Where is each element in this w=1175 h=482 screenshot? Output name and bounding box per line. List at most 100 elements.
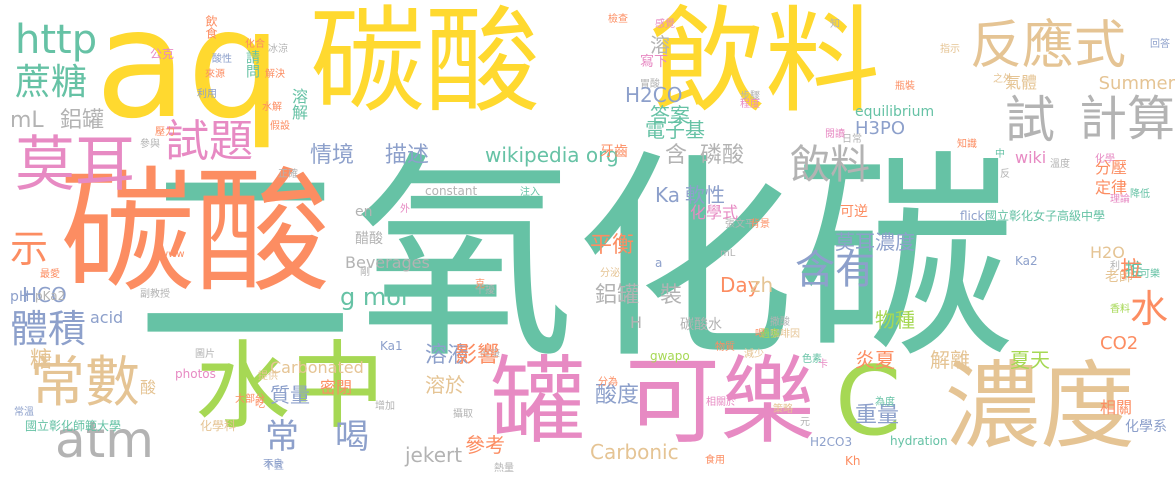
cloud-word: Carbonic <box>590 440 679 464</box>
cloud-word: 答案 <box>650 103 690 127</box>
cloud-word: 計算 <box>1078 91 1175 147</box>
cloud-word: CO2 <box>1100 333 1139 354</box>
cloud-word: 酸度 <box>595 383 640 408</box>
cloud-word: mL <box>10 108 44 133</box>
cloud-word: 反 <box>1000 169 1010 180</box>
cloud-word: wikipedia org <box>485 143 619 167</box>
cloud-word: H2CO <box>625 83 683 107</box>
cloud-word: 健康 <box>480 349 500 360</box>
cloud-word: H <box>630 313 643 332</box>
cloud-word: 公克 <box>150 47 175 61</box>
cloud-word: 撒酸 <box>770 317 790 328</box>
cloud-word: 拉 <box>1120 258 1143 283</box>
cloud-word: 磷酸 <box>700 143 745 168</box>
cloud-word: 回答 <box>1150 39 1170 50</box>
cloud-word: 裝 <box>660 283 683 308</box>
cloud-word: 溶 <box>650 33 670 57</box>
cloud-word: 吃 <box>255 399 265 410</box>
cloud-word: 莫耳濃度 <box>835 230 915 254</box>
cloud-word: 中 <box>995 149 1005 160</box>
cloud-word: 步驟 <box>740 91 760 102</box>
cloud-word: 可逆 <box>840 204 868 220</box>
cloud-word: 瓶裝 <box>895 81 915 92</box>
cloud-word: H2CO3 <box>810 435 853 449</box>
cloud-word: 物質 <box>715 342 735 353</box>
cloud-word: 為度 <box>875 397 895 408</box>
cloud-word: 溶解 <box>289 88 308 120</box>
cloud-word: Day <box>720 273 760 297</box>
cloud-word: 分壓 <box>1095 158 1128 177</box>
cloud-word: 酸 <box>140 378 157 397</box>
cloud-word: 罐 <box>490 347 586 457</box>
cloud-word: 之外 <box>993 74 1013 85</box>
cloud-word: 推 <box>1125 260 1143 281</box>
cloud-word: 注入 <box>520 187 540 198</box>
cloud-word: 水解 <box>262 102 282 113</box>
cloud-word: 攝取 <box>453 409 473 420</box>
cloud-word: 軟性 <box>685 183 725 207</box>
cloud-word: 熱量 <box>494 463 514 474</box>
cloud-word: 最愛 <box>40 269 60 280</box>
cloud-word: gwapo <box>650 349 690 363</box>
cloud-word: a <box>655 256 663 270</box>
cloud-word: 化合 <box>245 39 265 50</box>
cloud-word: equilibrium <box>855 104 935 120</box>
cloud-word: 化學科 <box>200 419 237 433</box>
cloud-word: C <box>835 347 902 457</box>
cloud-word: 示 <box>10 227 49 271</box>
cloud-word: pKa2 <box>35 289 66 303</box>
cloud-word: www <box>160 249 185 260</box>
cloud-word: 大部分 <box>235 394 265 405</box>
cloud-word: 壓力 <box>155 127 175 138</box>
cloud-word: 可樂 <box>625 347 816 457</box>
cloud-word: 含 <box>665 143 688 168</box>
cloud-word: 水中 <box>195 332 386 442</box>
cloud-word: 參與 <box>140 139 160 150</box>
cloud-word: 化學系 <box>1125 419 1167 435</box>
cloud-word: 寫下 <box>640 54 668 70</box>
cloud-word: 相關 <box>1100 398 1133 417</box>
cloud-word: 醋酸 <box>355 231 383 247</box>
cloud-word: 卡 <box>818 359 828 370</box>
cloud-word: 體積 <box>10 307 87 351</box>
cloud-word: 影響 <box>455 343 500 368</box>
cloud-word: 常溫 <box>14 407 34 418</box>
cloud-word: 降低 <box>1130 189 1150 200</box>
cloud-word: g mol <box>340 283 408 311</box>
cloud-word: 飲料 <box>650 0 881 129</box>
cloud-word: 檢查 <box>608 14 628 25</box>
cloud-word: 剛 <box>360 267 370 278</box>
cloud-word: 鋁罐 <box>60 108 105 133</box>
cloud-word: photos <box>175 367 216 381</box>
cloud-word: 圖片 <box>195 349 215 360</box>
cloud-word: 咖啡因 <box>770 329 800 340</box>
cloud-word: 張文平 <box>725 219 755 230</box>
cloud-word: 減少 <box>744 349 764 360</box>
cloud-word: jekert <box>405 443 463 467</box>
cloud-word: 密閉 <box>320 378 353 397</box>
cloud-word: 閱讀 <box>825 129 845 140</box>
cloud-word: 溶於 <box>425 373 465 397</box>
cloud-word: 反應式 <box>970 16 1127 76</box>
cloud-word: 酸性 <box>212 54 232 65</box>
cloud-word: 化學 <box>1095 154 1115 165</box>
cloud-word: 知識 <box>957 139 977 150</box>
cloud-word: 分為 <box>598 377 618 388</box>
cloud-word: 物種 <box>875 308 915 332</box>
cloud-word: 背景 <box>750 219 770 230</box>
cloud-word: Ka1 <box>380 339 403 353</box>
cloud-word: mL <box>720 248 736 259</box>
cloud-word: 二氧化碳 <box>135 132 1016 388</box>
cloud-word: 國立彰化女子高級中學 <box>985 209 1106 223</box>
cloud-word: 程度 <box>740 99 760 110</box>
cloud-word: constant <box>425 184 478 198</box>
cloud-word: Ka2 <box>1015 254 1038 268</box>
cloud-word: 感覺 <box>655 19 675 30</box>
cloud-word: http <box>15 17 98 63</box>
cloud-word: 香料 <box>1110 304 1130 315</box>
cloud-word: atm <box>55 411 154 469</box>
cloud-word: 可樂 <box>1140 269 1160 280</box>
cloud-word: 碳酸 <box>310 0 541 129</box>
cloud-word: 常數 <box>30 350 141 414</box>
